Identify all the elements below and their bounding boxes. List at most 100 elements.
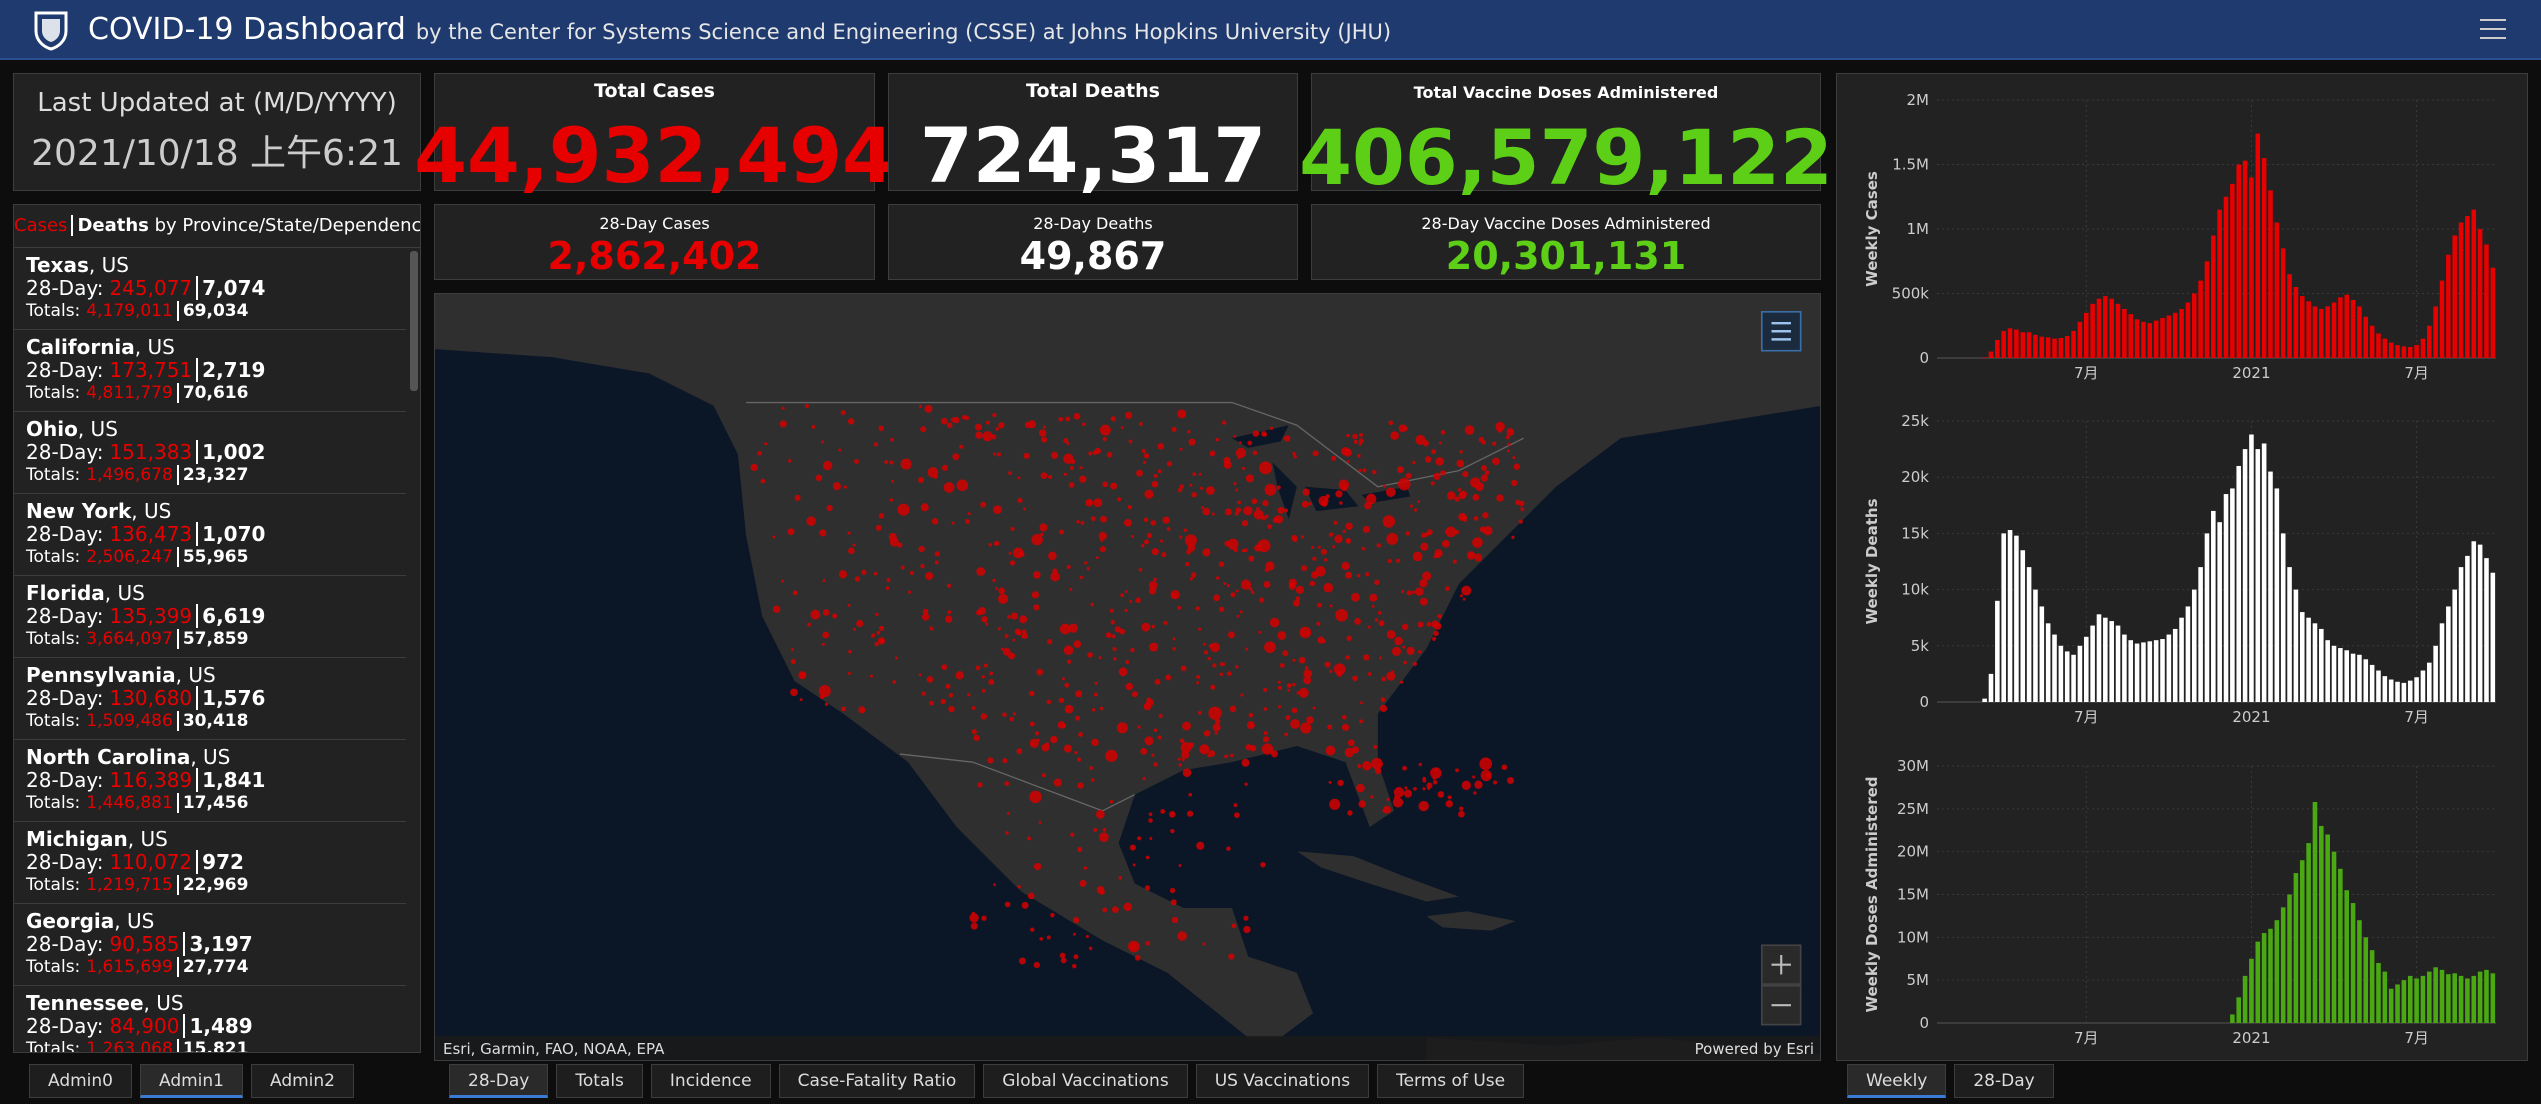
tab[interactable]: Totals: [556, 1064, 643, 1098]
tab[interactable]: Admin2: [251, 1064, 354, 1098]
bar[interactable]: [2255, 133, 2261, 358]
bar[interactable]: [1995, 600, 2000, 702]
bar[interactable]: [2439, 623, 2445, 702]
bar[interactable]: [2407, 347, 2413, 358]
bar[interactable]: [2179, 308, 2184, 358]
bar[interactable]: [2414, 345, 2419, 358]
bar[interactable]: [2134, 319, 2140, 358]
bar[interactable]: [2115, 303, 2121, 358]
bar[interactable]: [2382, 338, 2388, 358]
bar[interactable]: [2280, 248, 2286, 358]
bar[interactable]: [2172, 312, 2178, 358]
bar[interactable]: [2312, 801, 2318, 1023]
tab[interactable]: US Vaccinations: [1195, 1064, 1370, 1098]
bar[interactable]: [2280, 907, 2286, 1023]
bar[interactable]: [2484, 244, 2489, 358]
bar[interactable]: [2217, 209, 2222, 358]
bar[interactable]: [1982, 698, 1987, 702]
cases-toggle[interactable]: Cases: [14, 215, 68, 236]
bar[interactable]: [2458, 975, 2464, 1023]
bar[interactable]: [2331, 851, 2337, 1023]
bar[interactable]: [2058, 338, 2064, 358]
tab[interactable]: Admin1: [140, 1064, 243, 1098]
bar[interactable]: [2141, 321, 2146, 358]
bar[interactable]: [2096, 298, 2102, 358]
bar[interactable]: [2026, 332, 2032, 358]
bar[interactable]: [2007, 530, 2013, 702]
bar[interactable]: [1995, 339, 2000, 358]
region-item[interactable]: Florida, US 28-Day: 135,399 6,619 Totals: 3,6…: [14, 576, 406, 658]
bar[interactable]: [2109, 621, 2114, 702]
bar[interactable]: [2350, 903, 2356, 1023]
bar[interactable]: [2160, 639, 2165, 702]
bar[interactable]: [2287, 894, 2292, 1024]
bar[interactable]: [2369, 664, 2375, 702]
bar[interactable]: [2261, 933, 2267, 1023]
bar[interactable]: [1982, 357, 1987, 358]
region-item[interactable]: Pennsylvania, US 28-Day: 130,680 1,576 Total…: [14, 658, 406, 740]
bar[interactable]: [2014, 329, 2019, 358]
bar[interactable]: [2198, 280, 2203, 358]
bar[interactable]: [2204, 533, 2210, 702]
bar[interactable]: [2103, 617, 2108, 702]
bar[interactable]: [2325, 640, 2330, 702]
bar[interactable]: [2458, 222, 2464, 358]
bar[interactable]: [2172, 628, 2178, 702]
bar[interactable]: [2071, 654, 2076, 702]
bar[interactable]: [2293, 873, 2299, 1023]
bar[interactable]: [2249, 958, 2254, 1023]
region-item[interactable]: Michigan, US 28-Day: 110,072 972 Totals: 1,21…: [14, 822, 406, 904]
tab[interactable]: 28-Day: [1954, 1064, 2054, 1098]
bar[interactable]: [2357, 654, 2362, 702]
bar[interactable]: [2395, 345, 2400, 358]
bar[interactable]: [2350, 299, 2356, 358]
bar[interactable]: [2407, 680, 2413, 702]
bar[interactable]: [2242, 449, 2248, 702]
bar[interactable]: [2230, 183, 2235, 358]
region-item[interactable]: Tennessee, US 28-Day: 84,900 1,489 Totals: 1,…: [14, 986, 406, 1052]
bar[interactable]: [2236, 164, 2242, 359]
bar[interactable]: [2433, 967, 2438, 1023]
bar[interactable]: [2103, 296, 2108, 358]
bar[interactable]: [2319, 628, 2324, 702]
bar[interactable]: [2179, 617, 2184, 702]
bar[interactable]: [2439, 280, 2445, 358]
bar[interactable]: [2465, 216, 2470, 358]
bar[interactable]: [2223, 494, 2229, 702]
bar[interactable]: [2452, 235, 2457, 358]
bar[interactable]: [2014, 535, 2019, 702]
bar[interactable]: [2338, 297, 2343, 358]
bar[interactable]: [2471, 209, 2477, 358]
bar[interactable]: [2096, 614, 2102, 702]
bar[interactable]: [2439, 969, 2445, 1023]
bar[interactable]: [2249, 434, 2254, 702]
powered-by[interactable]: Powered by Esri: [1695, 1040, 1814, 1058]
bar[interactable]: [1988, 351, 1994, 358]
bar[interactable]: [2331, 302, 2337, 358]
bar[interactable]: [2477, 544, 2483, 702]
bar[interactable]: [2261, 443, 2267, 702]
bar[interactable]: [2128, 640, 2134, 702]
bar[interactable]: [2376, 333, 2381, 358]
bar[interactable]: [2077, 321, 2083, 358]
bar[interactable]: [2357, 920, 2362, 1023]
bar[interactable]: [2331, 645, 2337, 702]
bar[interactable]: [2484, 558, 2489, 702]
bar[interactable]: [2357, 306, 2362, 358]
bar[interactable]: [2446, 254, 2451, 358]
bar[interactable]: [2299, 296, 2305, 358]
bar[interactable]: [2071, 330, 2076, 358]
bar[interactable]: [2236, 997, 2242, 1023]
bar[interactable]: [2388, 679, 2394, 702]
bar[interactable]: [2033, 589, 2038, 702]
bar[interactable]: [2204, 261, 2210, 358]
bar[interactable]: [2090, 625, 2095, 702]
bar[interactable]: [2452, 589, 2457, 702]
bar[interactable]: [2236, 465, 2242, 702]
bar[interactable]: [2471, 975, 2477, 1023]
bar[interactable]: [2026, 567, 2032, 702]
bar[interactable]: [2477, 971, 2483, 1023]
bar[interactable]: [2465, 555, 2470, 702]
bar[interactable]: [1988, 673, 1994, 702]
bar[interactable]: [2141, 642, 2146, 702]
